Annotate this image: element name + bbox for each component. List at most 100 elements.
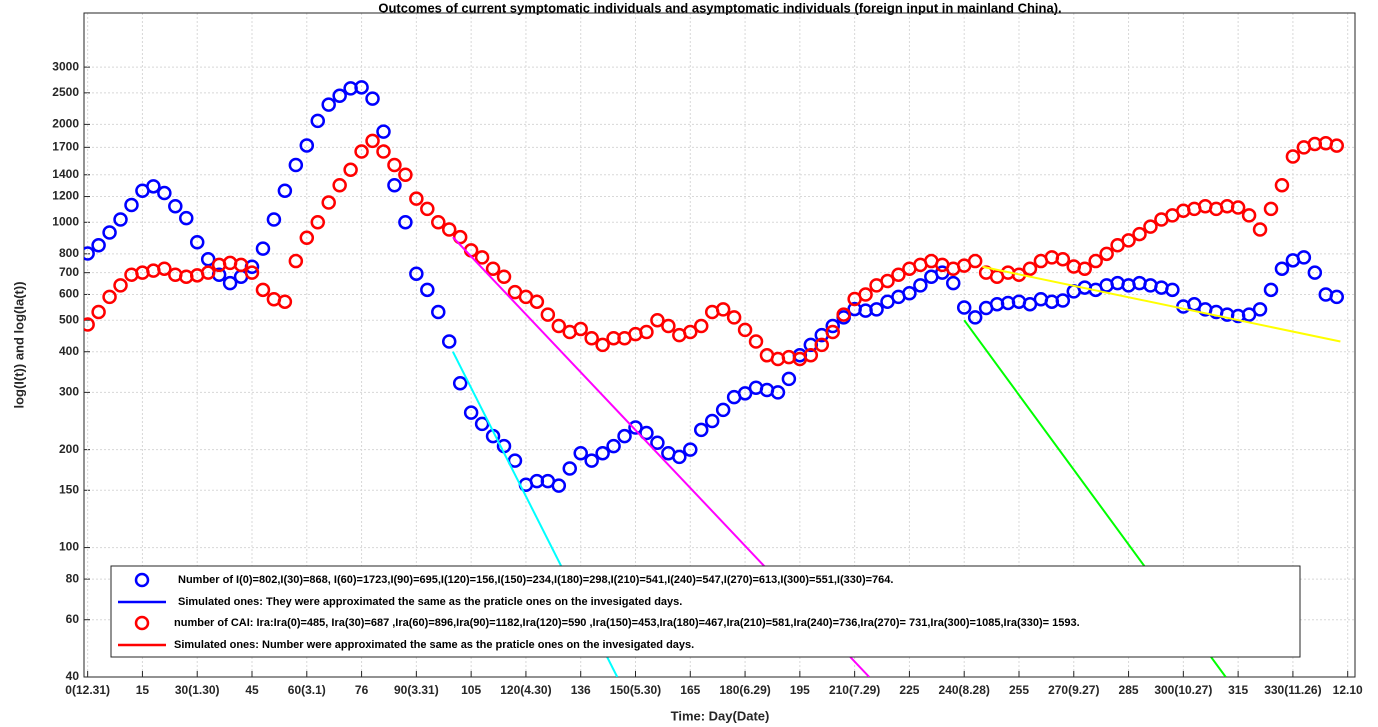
data-point bbox=[420, 201, 435, 217]
data-point bbox=[529, 294, 545, 309]
x-tick-label: 300(10.27) bbox=[1154, 683, 1212, 697]
data-point bbox=[573, 321, 588, 337]
data-point bbox=[891, 267, 906, 282]
data-point bbox=[704, 413, 720, 429]
data-point bbox=[1252, 302, 1268, 317]
data-point bbox=[157, 261, 172, 276]
data-point bbox=[1077, 261, 1092, 276]
x-tick-label: 60(3.1) bbox=[288, 683, 326, 697]
plot-area bbox=[84, 80, 1344, 677]
data-point bbox=[1022, 261, 1038, 276]
data-point bbox=[441, 222, 457, 237]
data-point bbox=[343, 162, 358, 178]
data-point bbox=[168, 199, 183, 214]
data-point bbox=[1165, 282, 1180, 298]
data-point bbox=[277, 294, 293, 309]
y-tick-label: 800 bbox=[59, 246, 79, 260]
x-tick-label: 270(9.27) bbox=[1048, 683, 1099, 697]
data-point bbox=[332, 88, 347, 103]
data-point bbox=[222, 275, 238, 291]
data-point bbox=[376, 144, 391, 159]
data-point bbox=[244, 265, 260, 280]
x-tick-label: 136 bbox=[571, 683, 591, 697]
data-point bbox=[913, 278, 928, 293]
x-tick-label: 15 bbox=[136, 683, 150, 697]
data-point bbox=[179, 210, 194, 226]
x-tick-label: 30(1.30) bbox=[175, 683, 220, 697]
data-point bbox=[321, 195, 336, 210]
x-tick-label: 180(6.29) bbox=[719, 683, 770, 697]
data-point bbox=[496, 269, 512, 285]
data-point bbox=[485, 261, 501, 276]
data-point bbox=[200, 265, 216, 280]
data-point bbox=[474, 416, 490, 432]
data-point bbox=[124, 197, 139, 213]
x-tick-label: 195 bbox=[790, 683, 810, 697]
data-point bbox=[310, 215, 325, 230]
y-tick-label: 1400 bbox=[52, 167, 79, 181]
data-point bbox=[748, 334, 764, 349]
data-point bbox=[1329, 138, 1344, 153]
data-point bbox=[398, 167, 413, 183]
data-point bbox=[1263, 282, 1279, 298]
data-point bbox=[84, 246, 95, 261]
data-point bbox=[781, 371, 797, 387]
data-point bbox=[945, 275, 961, 291]
data-point bbox=[91, 238, 106, 253]
y-tick-label: 1200 bbox=[52, 189, 79, 203]
data-point bbox=[420, 282, 435, 298]
data-point bbox=[1143, 219, 1158, 234]
y-axis-label: log(I(t)) and log(Ia(t)) bbox=[11, 281, 26, 408]
data-point bbox=[113, 212, 128, 227]
data-point bbox=[189, 235, 205, 250]
data-point bbox=[956, 300, 972, 315]
data-point bbox=[540, 307, 556, 322]
data-point bbox=[84, 317, 95, 332]
data-point bbox=[376, 124, 391, 139]
y-tick-label: 60 bbox=[66, 612, 80, 626]
data-point bbox=[1263, 201, 1279, 217]
data-point bbox=[803, 348, 819, 363]
x-tick-label: 285 bbox=[1119, 683, 1139, 697]
legend-label: Simulated ones: Number were approximated… bbox=[174, 639, 694, 651]
x-tick-label: 330(11.26) bbox=[1264, 683, 1321, 697]
data-point bbox=[288, 253, 304, 269]
data-point bbox=[299, 230, 315, 246]
x-tick-label: 120(4.30) bbox=[500, 683, 551, 697]
data-point bbox=[233, 257, 249, 273]
data-point bbox=[277, 183, 293, 199]
data-point bbox=[562, 461, 578, 476]
plot-frame bbox=[83, 12, 1356, 678]
data-point bbox=[1088, 253, 1103, 269]
data-point bbox=[902, 286, 917, 301]
data-point bbox=[639, 425, 654, 441]
data-point bbox=[1274, 177, 1290, 193]
data-point bbox=[288, 157, 304, 173]
legend-box bbox=[110, 565, 1301, 658]
data-point bbox=[1252, 222, 1268, 237]
data-point bbox=[551, 318, 567, 334]
legend-marker bbox=[134, 572, 150, 588]
data-point bbox=[661, 318, 676, 334]
legend: Number of I(0)=802,I(30)=868, I(60)=1723… bbox=[110, 565, 1301, 658]
x-tick-label: 76 bbox=[355, 683, 369, 697]
data-point bbox=[715, 402, 731, 418]
data-point bbox=[1296, 250, 1312, 265]
y-tick-label: 2500 bbox=[52, 85, 79, 99]
data-point bbox=[1329, 289, 1344, 305]
data-point bbox=[683, 442, 698, 457]
data-point bbox=[628, 420, 643, 435]
data-point bbox=[814, 337, 830, 353]
data-point bbox=[825, 324, 840, 340]
x-tick-label: 0(12.31) bbox=[65, 683, 110, 697]
data-point bbox=[770, 385, 786, 400]
data-point bbox=[409, 191, 424, 206]
x-tick-label: 150(5.30) bbox=[610, 683, 661, 697]
x-tick-label: 105 bbox=[461, 683, 481, 697]
data-point bbox=[310, 113, 325, 129]
x-tick-label: 45 bbox=[245, 683, 259, 697]
data-point bbox=[354, 80, 369, 95]
x-tick-label: 240(8.28) bbox=[939, 683, 990, 697]
data-point bbox=[869, 302, 884, 317]
y-tick-label: 150 bbox=[59, 482, 79, 496]
